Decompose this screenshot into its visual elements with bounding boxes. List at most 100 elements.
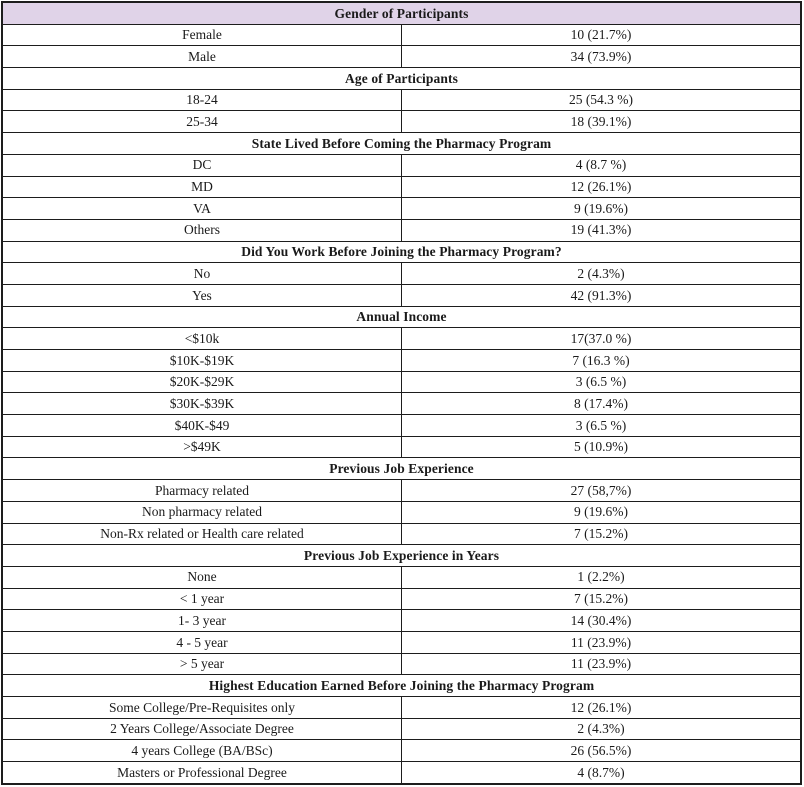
value-cell: 18 (39.1%) <box>401 110 802 134</box>
value-cell: 19 (41.3%) <box>401 218 802 242</box>
category-cell: MD <box>1 175 402 199</box>
category-cell: Yes <box>1 283 402 307</box>
section-header: Age of Participants <box>1 67 802 90</box>
category-cell: >$49K <box>1 435 402 459</box>
table-row: Pharmacy related 27 (58,7%) <box>1 479 802 502</box>
category-cell: Masters or Professional Degree <box>1 761 402 785</box>
section-header-row: Previous Job Experience <box>1 457 802 481</box>
section-header: Did You Work Before Joining the Pharmacy… <box>1 240 802 264</box>
category-cell: < 1 year <box>1 587 402 611</box>
value-cell: 17(37.0 %) <box>401 327 802 351</box>
section-header: Previous Job Experience <box>1 457 802 481</box>
value-cell: 2 (4.3%) <box>401 262 802 285</box>
value-cell: 1 (2.2%) <box>401 565 802 589</box>
table-row: Others 19 (41.3%) <box>1 218 802 242</box>
category-cell: 25-34 <box>1 110 402 134</box>
table-row: Yes 42 (91.3%) <box>1 283 802 307</box>
table-row: No 2 (4.3%) <box>1 262 802 285</box>
value-cell: 7 (15.2%) <box>401 522 802 546</box>
section-header-row: Annual Income <box>1 305 802 329</box>
section-header-row: Age of Participants <box>1 67 802 90</box>
value-cell: 7 (16.3 %) <box>401 349 802 372</box>
table-row: 25-34 18 (39.1%) <box>1 110 802 134</box>
value-cell: 11 (23.9%) <box>401 630 802 654</box>
value-cell: 2 (4.3%) <box>401 717 802 741</box>
value-cell: 12 (26.1%) <box>401 175 802 199</box>
category-cell: None <box>1 565 402 589</box>
table-row: $10K-$19K 7 (16.3 %) <box>1 349 802 372</box>
table-row: DC 4 (8.7 %) <box>1 153 802 177</box>
category-cell: 4 - 5 year <box>1 630 402 654</box>
table-row: Masters or Professional Degree 4 (8.7%) <box>1 761 802 785</box>
section-header: Previous Job Experience in Years <box>1 544 802 567</box>
value-cell: 34 (73.9%) <box>401 45 802 69</box>
category-cell: Some College/Pre-Requisites only <box>1 696 402 719</box>
value-cell: 11 (23.9%) <box>401 652 802 676</box>
value-cell: 4 (8.7%) <box>401 761 802 785</box>
category-cell: <$10k <box>1 327 402 351</box>
value-cell: 3 (6.5 %) <box>401 370 802 394</box>
table-row: < 1 year 7 (15.2%) <box>1 587 802 611</box>
table-row: 18-24 25 (54.3 %) <box>1 88 802 112</box>
value-cell: 4 (8.7 %) <box>401 153 802 177</box>
section-header: Gender of Participants <box>1 1 802 25</box>
section-header-row: State Lived Before Coming the Pharmacy P… <box>1 132 802 155</box>
category-cell: $10K-$19K <box>1 349 402 372</box>
table-row: MD 12 (26.1%) <box>1 175 802 199</box>
section-header: State Lived Before Coming the Pharmacy P… <box>1 132 802 155</box>
value-cell: 12 (26.1%) <box>401 696 802 719</box>
table-row: Female 10 (21.7%) <box>1 23 802 47</box>
table-row: > 5 year 11 (23.9%) <box>1 652 802 676</box>
table-row: None 1 (2.2%) <box>1 565 802 589</box>
table-row: Non-Rx related or Health care related 7 (… <box>1 522 802 546</box>
category-cell: Pharmacy related <box>1 479 402 502</box>
value-cell: 25 (54.3 %) <box>401 88 802 112</box>
table-row: $30K-$39K 8 (17.4%) <box>1 392 802 416</box>
section-header: Highest Education Earned Before Joining … <box>1 674 802 698</box>
category-cell: Female <box>1 23 402 47</box>
value-cell: 14 (30.4%) <box>401 609 802 632</box>
value-cell: 42 (91.3%) <box>401 283 802 307</box>
category-cell: 18-24 <box>1 88 402 112</box>
category-cell: DC <box>1 153 402 177</box>
value-cell: 7 (15.2%) <box>401 587 802 611</box>
section-header-row: Gender of Participants <box>1 1 802 25</box>
category-cell: 1- 3 year <box>1 609 402 632</box>
table-row: 1- 3 year 14 (30.4%) <box>1 609 802 632</box>
value-cell: 9 (19.6%) <box>401 197 802 220</box>
category-cell: Others <box>1 218 402 242</box>
category-cell: No <box>1 262 402 285</box>
value-cell: 5 (10.9%) <box>401 435 802 459</box>
section-header-row: Did You Work Before Joining the Pharmacy… <box>1 240 802 264</box>
table-row: <$10k 17(37.0 %) <box>1 327 802 351</box>
category-cell: 4 years College (BA/BSc) <box>1 739 402 763</box>
category-cell: VA <box>1 197 402 220</box>
category-cell: $40K-$49 <box>1 414 402 437</box>
table-row: Some College/Pre-Requisites only 12 (26.1… <box>1 696 802 719</box>
value-cell: 10 (21.7%) <box>401 23 802 47</box>
section-header-row: Highest Education Earned Before Joining … <box>1 674 802 698</box>
category-cell: $20K-$29K <box>1 370 402 394</box>
table-row: >$49K 5 (10.9%) <box>1 435 802 459</box>
category-cell: > 5 year <box>1 652 402 676</box>
value-cell: 9 (19.6%) <box>401 500 802 524</box>
table-row: 2 Years College/Associate Degree 2 (4.3%) <box>1 717 802 741</box>
table-row: Male 34 (73.9%) <box>1 45 802 69</box>
table-row: $20K-$29K 3 (6.5 %) <box>1 370 802 394</box>
table-row: 4 years College (BA/BSc) 26 (56.5%) <box>1 739 802 763</box>
table-row: Non pharmacy related 9 (19.6%) <box>1 500 802 524</box>
category-cell: 2 Years College/Associate Degree <box>1 717 402 741</box>
value-cell: 3 (6.5 %) <box>401 414 802 437</box>
section-header-row: Previous Job Experience in Years <box>1 544 802 567</box>
section-header: Annual Income <box>1 305 802 329</box>
category-cell: Non-Rx related or Health care related <box>1 522 402 546</box>
table-row: $40K-$49 3 (6.5 %) <box>1 414 802 437</box>
category-cell: $30K-$39K <box>1 392 402 416</box>
category-cell: Non pharmacy related <box>1 500 402 524</box>
table-row: 4 - 5 year 11 (23.9%) <box>1 630 802 654</box>
table-row: VA 9 (19.6%) <box>1 197 802 220</box>
value-cell: 8 (17.4%) <box>401 392 802 416</box>
